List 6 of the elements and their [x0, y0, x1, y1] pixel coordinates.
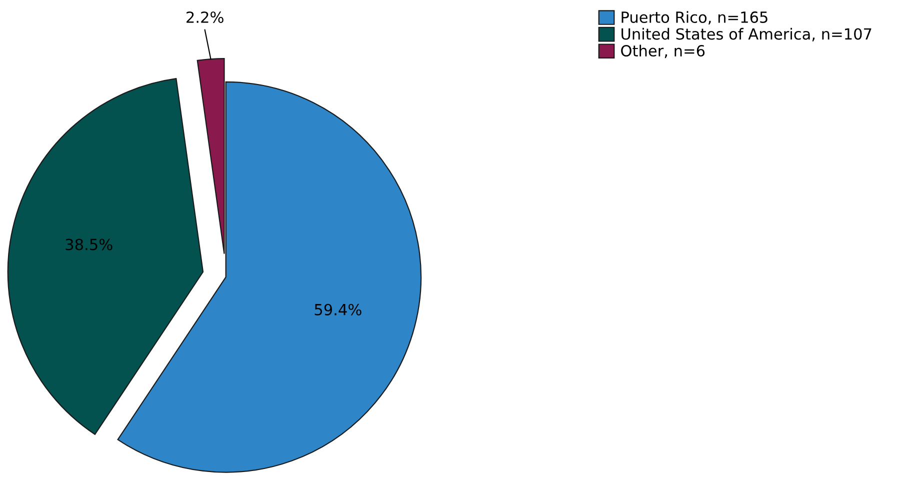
legend-label: United States of America, n=107 [622, 28, 872, 42]
legend-label: Puerto Rico, n=165 [622, 11, 768, 25]
data-label: 2.2% [186, 11, 224, 23]
legend-label: Other, n=6 [621, 44, 705, 58]
data-label: 59.4% [314, 304, 362, 316]
data-label: 38.5% [66, 238, 112, 250]
